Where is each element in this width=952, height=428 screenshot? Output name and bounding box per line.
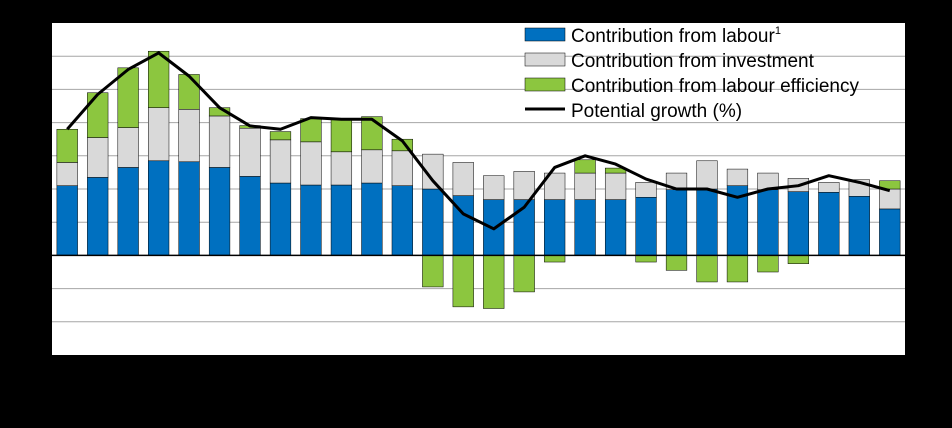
bar-contribution-from-investment [635,182,657,198]
bar-contribution-from-investment [696,160,718,190]
bar-contribution-from-labour-efficiency [544,255,566,263]
bar-contribution-from-labour-efficiency [513,255,535,293]
bar-contribution-from-investment [513,171,535,200]
bar-contribution-from-investment [178,109,200,163]
bar-contribution-from-labour-efficiency [726,255,749,283]
bar-contribution-from-labour [87,177,109,256]
bar-contribution-from-investment [422,153,444,190]
bar-contribution-from-labour-efficiency [330,118,353,153]
bar-contribution-from-labour [300,184,322,256]
bar-contribution-from-labour-efficiency [635,255,657,263]
bar-contribution-from-labour [361,182,383,256]
legend-label-investment: Contribution from investment [571,51,815,72]
bar-contribution-from-labour [757,189,779,256]
bar-contribution-from-labour-efficiency [452,255,474,308]
bar-contribution-from-investment [87,137,109,178]
bars [56,50,901,309]
bar-contribution-from-labour [148,160,170,256]
bar-contribution-from-labour [330,184,353,256]
bar-contribution-from-investment [879,188,901,210]
bar-contribution-from-labour [787,191,809,256]
bar-contribution-from-labour-efficiency [361,116,383,151]
bar-contribution-from-investment [391,150,413,186]
legend-swatch-labour [524,27,566,42]
bar-contribution-from-labour [239,176,261,256]
bar-contribution-from-investment [544,172,566,200]
bar-contribution-from-labour-efficiency [757,255,779,273]
bar-contribution-from-labour [848,196,870,256]
bar-contribution-from-labour [391,185,413,256]
bar-contribution-from-investment [117,127,139,168]
bar-contribution-from-investment [818,182,840,193]
bar-contribution-from-labour [818,192,840,256]
bar-contribution-from-investment [604,172,627,200]
legend-label-labour-text: Contribution from labour [571,26,775,47]
bar-contribution-from-labour-efficiency [269,131,292,141]
bar-contribution-from-labour [544,199,566,256]
bar-contribution-from-labour-efficiency [787,255,809,264]
bar-contribution-from-labour-efficiency [422,255,444,288]
bar-contribution-from-labour-efficiency [574,159,596,174]
bar-contribution-from-labour [635,197,657,256]
bar-contribution-from-labour-efficiency [879,180,901,190]
bar-contribution-from-labour-efficiency [696,255,718,283]
legend-label-labour: Contribution from labour1 [571,25,781,47]
bar-contribution-from-labour-efficiency [178,74,200,110]
bar-contribution-from-labour [208,167,231,256]
potential-growth-line [66,51,891,231]
bar-contribution-from-investment [148,107,170,162]
bar-contribution-from-labour-efficiency [56,128,78,163]
bar-contribution-from-investment [361,149,383,184]
bar-contribution-from-labour-efficiency [665,255,688,271]
legend-swatch-investment [524,52,566,67]
bar-contribution-from-labour [574,199,596,256]
bar-contribution-from-labour-efficiency [483,255,505,309]
bar-contribution-from-labour [604,199,627,256]
bar-contribution-from-labour [422,188,444,256]
bar-contribution-from-investment [208,115,231,168]
bar-contribution-from-investment [330,151,353,186]
bar-contribution-from-labour [178,161,200,256]
bar-contribution-from-labour [879,208,901,256]
bar-contribution-from-labour [269,182,292,256]
legend-label-labour-efficiency: Contribution from labour efficiency [571,76,859,97]
bar-contribution-from-labour [56,185,78,256]
legend-label-potential-growth: Potential growth (%) [571,101,742,122]
bar-contribution-from-investment [300,141,322,186]
bar-contribution-from-labour-efficiency [300,118,322,143]
legend-swatch-labour-efficiency [524,77,566,92]
bar-contribution-from-investment [239,127,261,177]
bar-contribution-from-labour [665,189,688,256]
bar-contribution-from-investment [726,168,749,186]
bar-contribution-from-investment [483,175,505,200]
bar-contribution-from-labour [117,167,139,256]
bar-contribution-from-labour-efficiency [87,92,109,138]
bar-contribution-from-investment [452,162,474,196]
bar-contribution-from-labour [696,188,718,256]
legend: Contribution from labour1 Contribution f… [524,25,859,122]
bar-contribution-from-labour-efficiency [148,50,170,108]
bar-contribution-from-investment [269,139,292,184]
bar-contribution-from-investment [574,172,596,200]
bar-contribution-from-investment [56,162,78,186]
legend-label-labour-superscript: 1 [775,25,781,37]
